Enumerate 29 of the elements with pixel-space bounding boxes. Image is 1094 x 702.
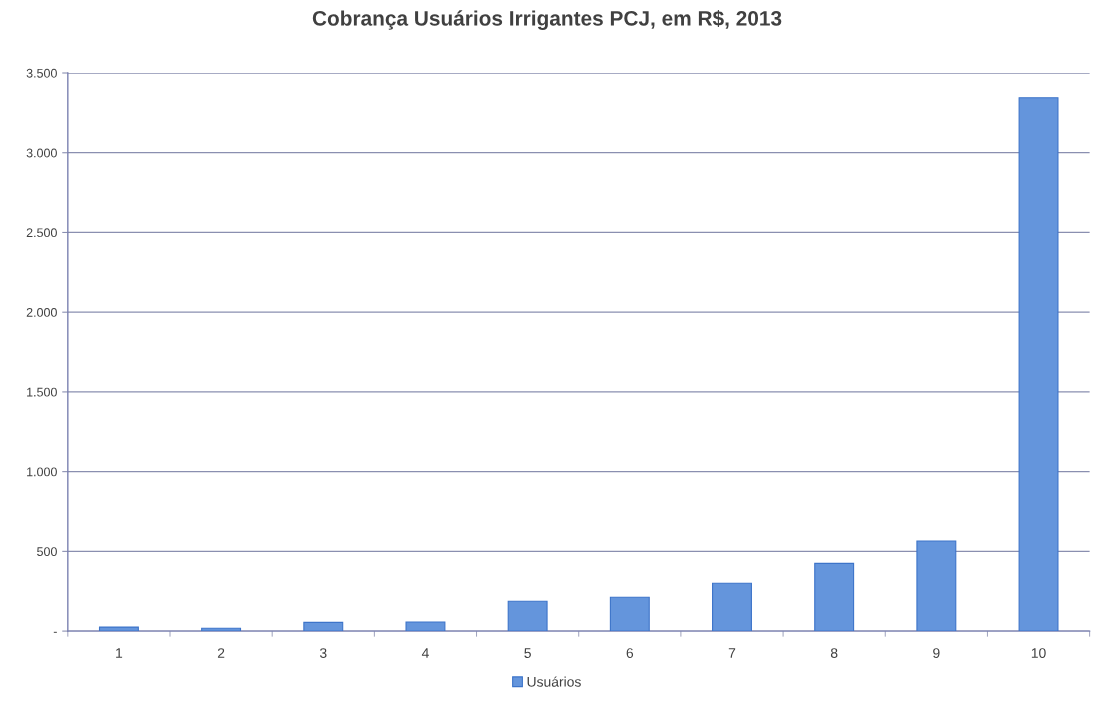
x-tick-label: 5 (524, 648, 531, 658)
bar (814, 562, 855, 632)
x-tick-label: 3 (319, 648, 327, 658)
chart-title: Cobrança Usuários Irrigantes PCJ, em R$, 2013 (312, 10, 782, 30)
bar (712, 582, 752, 632)
bar (507, 600, 548, 632)
bar (405, 621, 446, 632)
x-tick-label: 7 (728, 648, 736, 658)
x-tick-label: 2 (217, 648, 225, 658)
legend-label: Usuários (527, 676, 581, 687)
y-tick-label: 1.000 (27, 467, 57, 477)
bar (609, 596, 650, 632)
y-tick-label: 3.500 (26, 68, 57, 78)
bar (1018, 97, 1059, 632)
x-tick-label: 10 (1031, 648, 1046, 658)
y-tick-label: - (53, 631, 57, 633)
y-tick-label: 3.000 (26, 148, 57, 158)
y-tick-label: 1.500 (27, 387, 57, 397)
x-tick-label: 1 (116, 648, 123, 658)
y-tick-label: 500 (37, 547, 57, 557)
x-tick-label: 6 (626, 648, 634, 658)
x-tick-label: 9 (933, 648, 940, 658)
y-tick-label: 2.000 (26, 307, 57, 317)
y-tick-label: 2.500 (26, 228, 57, 238)
bar (98, 626, 139, 632)
x-tick-label: 4 (421, 648, 429, 658)
bar (916, 540, 957, 632)
bar (303, 621, 344, 632)
x-tick-label: 8 (830, 648, 838, 658)
